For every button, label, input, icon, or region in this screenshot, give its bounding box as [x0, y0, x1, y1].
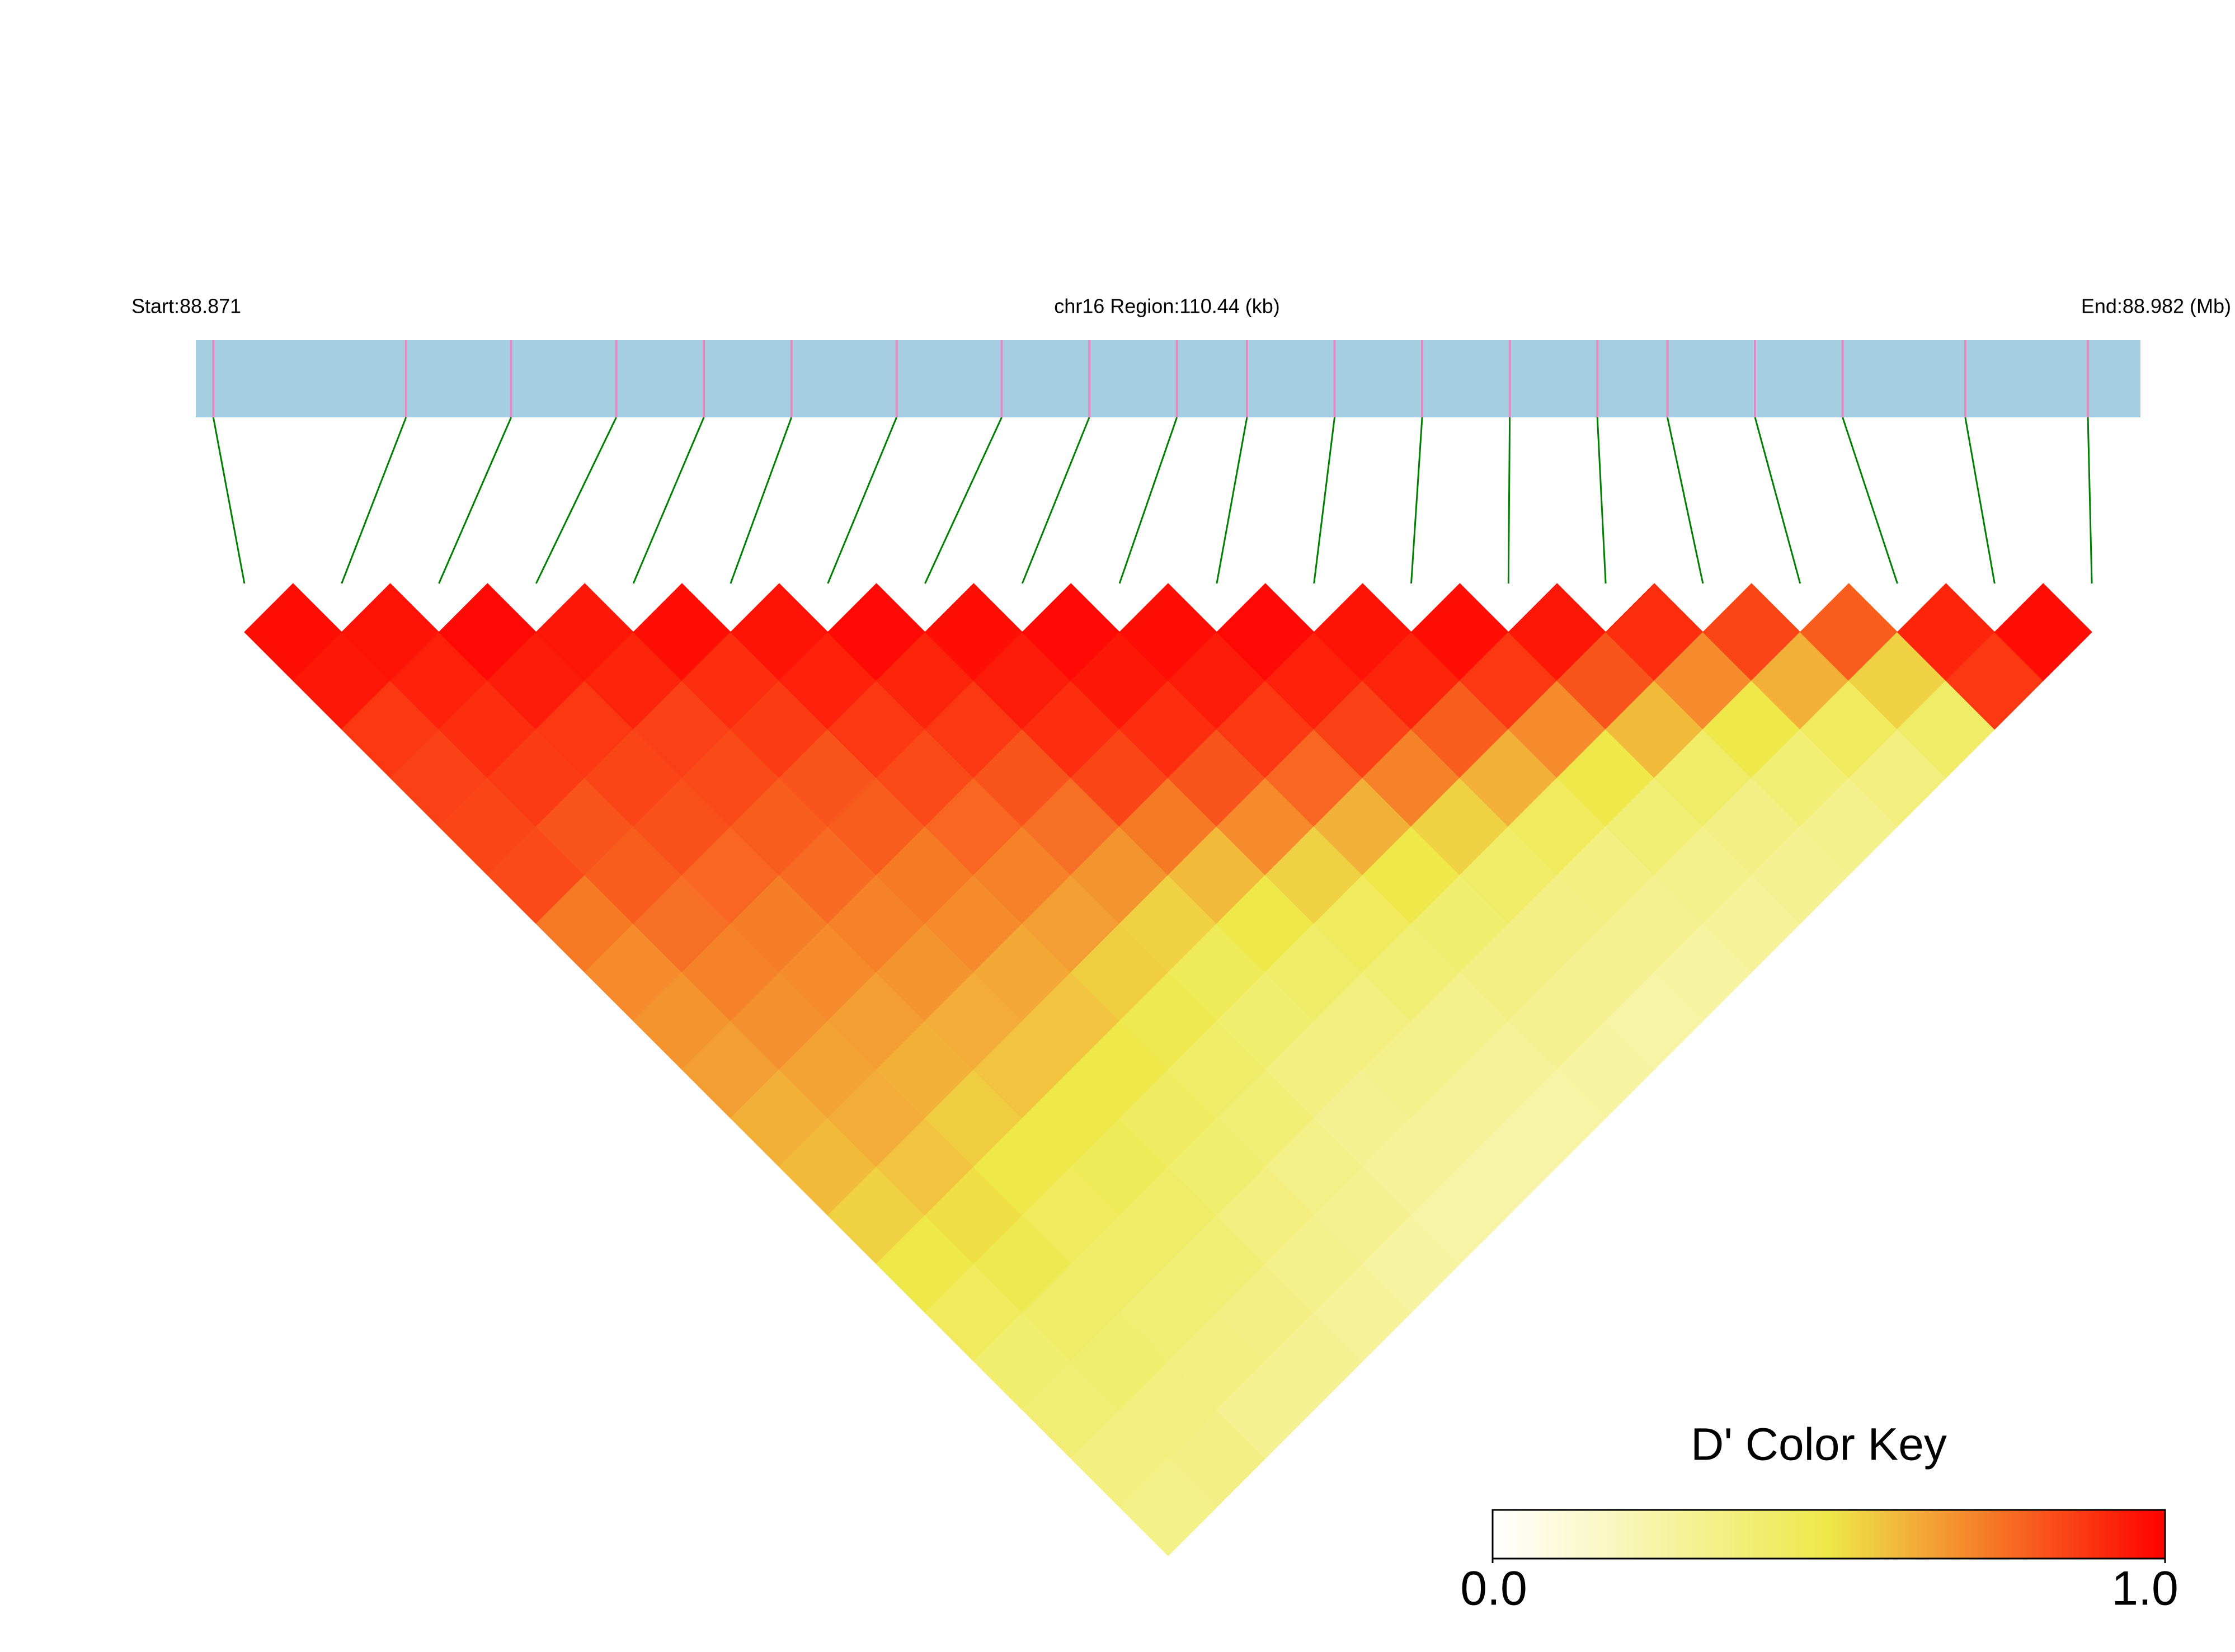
ld-cell	[1994, 583, 2092, 681]
start-label: Start:88.871	[131, 295, 241, 318]
color-key-bar	[1491, 1509, 2166, 1560]
snp-link	[2087, 417, 2093, 584]
snp-link	[632, 417, 705, 584]
snp-link	[535, 417, 617, 584]
snp-link	[341, 417, 407, 584]
snp-link	[1216, 417, 1248, 584]
snp-link	[1964, 417, 1996, 584]
gene-bar	[196, 340, 2140, 417]
snp-link	[1667, 417, 1704, 584]
key-tick-label: 0.0	[1460, 1562, 1527, 1616]
region-label: chr16 Region:110.44 (kb)	[1054, 295, 1280, 318]
snp-link	[1754, 417, 1801, 584]
snp-link	[1507, 417, 1511, 584]
snp-link	[1596, 417, 1607, 584]
snp-link	[1021, 417, 1090, 584]
end-label: End:88.982 (Mb)	[2081, 295, 2231, 318]
snp-link	[212, 417, 246, 584]
snp-link	[924, 417, 1003, 584]
snp-link	[827, 417, 897, 584]
snp-link	[1118, 417, 1178, 584]
snp-link	[730, 417, 793, 584]
snp-link	[1313, 417, 1335, 584]
snp-link	[1410, 417, 1423, 584]
key-tick-label: 1.0	[2111, 1562, 2178, 1616]
snp-link	[1842, 417, 1898, 584]
snp-link	[438, 417, 512, 584]
color-key-title: D' Color Key	[1691, 1419, 1947, 1470]
